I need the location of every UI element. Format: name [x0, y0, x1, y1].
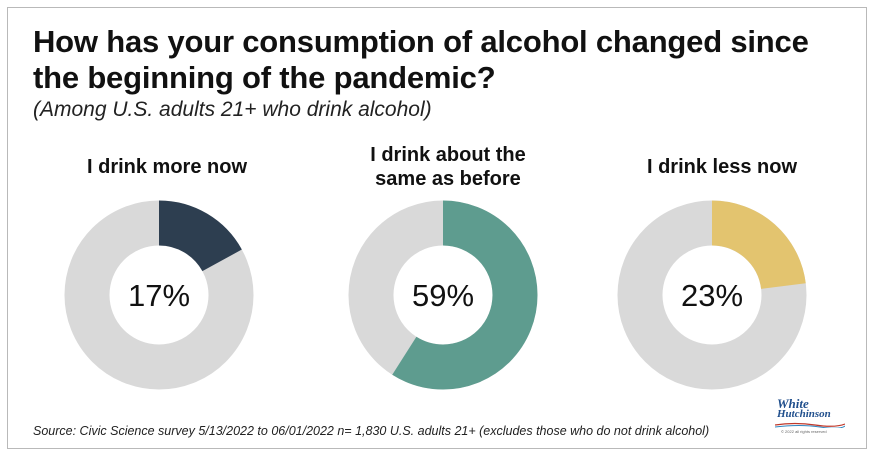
donut-chart-same: 59% — [348, 200, 538, 390]
donut-value-same: 59% — [412, 278, 474, 313]
logo-copyright: © 2022 all rights reserved — [781, 429, 827, 434]
donut-title-same: I drink about the same as before — [318, 143, 578, 191]
logo-line2: Hutchinson — [777, 408, 831, 420]
logo-swoosh-icon — [775, 422, 845, 428]
donut-title-less: I drink less now — [646, 156, 798, 178]
chart-title: How has your consumption of alcohol chan… — [33, 24, 809, 95]
donut-slice-more — [64, 200, 254, 390]
chart-subtitle: (Among U.S. adults 21+ who drink alcohol… — [33, 98, 432, 121]
donut-title-more: I drink more now — [86, 156, 248, 178]
donut-slice-same — [348, 200, 538, 390]
donut-chart-less: 23% — [617, 200, 807, 390]
white-hutchinson-logo: White Hutchinson © 2022 all rights reser… — [775, 396, 847, 438]
source-note: Source: Civic Science survey 5/13/2022 t… — [33, 424, 710, 438]
donut-value-less: 23% — [681, 278, 743, 313]
donut-title-same-text: I drink about the same as before — [370, 144, 526, 190]
logo-line1: White — [777, 396, 809, 411]
donut-value-more: 17% — [128, 278, 190, 313]
donut-chart-more: 17% — [64, 200, 254, 390]
donut-slice-less — [617, 200, 807, 390]
